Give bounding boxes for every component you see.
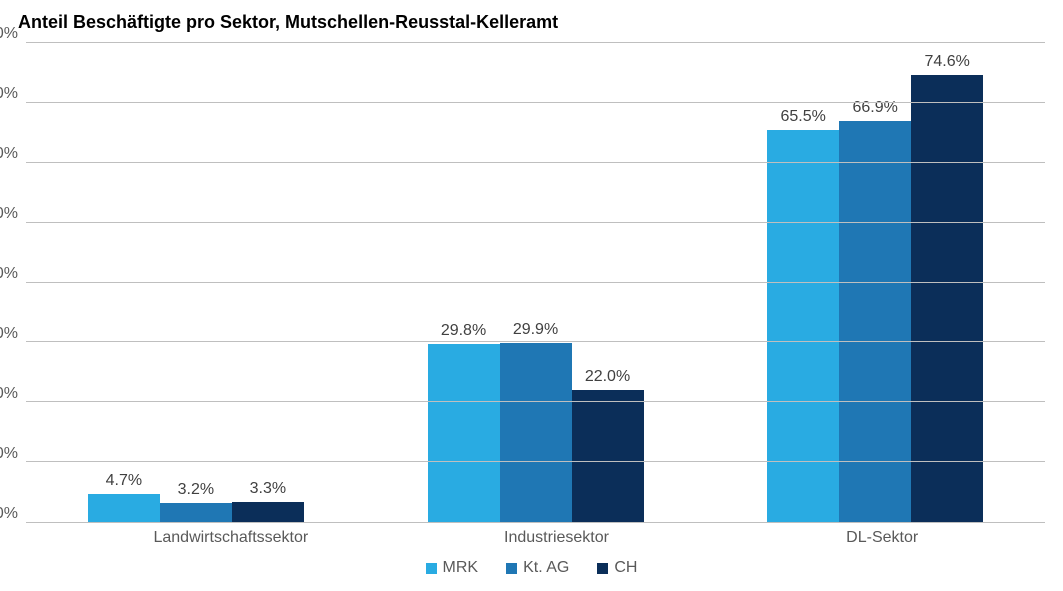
bar-group: 65.5% 66.9% 74.6% — [705, 43, 1045, 522]
grid-line — [26, 341, 1045, 342]
bar-value-label: 3.2% — [178, 481, 214, 499]
bar-value-label: 65.5% — [780, 108, 825, 126]
bar-wrap: 66.9% — [839, 43, 911, 522]
bar — [160, 503, 232, 522]
bar-value-label: 29.8% — [441, 322, 486, 340]
grid-line — [26, 222, 1045, 223]
x-axis: LandwirtschaftssektorIndustriesektorDL-S… — [68, 529, 1045, 547]
bar-value-label: 22.0% — [585, 368, 630, 386]
bar — [767, 130, 839, 522]
legend-label: MRK — [443, 559, 479, 577]
bar-wrap: 3.2% — [160, 43, 232, 522]
chart-title: Anteil Beschäftigte pro Sektor, Mutschel… — [18, 12, 1045, 33]
bar-value-label: 74.6% — [924, 53, 969, 71]
bar-wrap: 4.7% — [88, 43, 160, 522]
x-axis-label: Landwirtschaftssektor — [68, 529, 394, 547]
bar-value-label: 3.3% — [250, 480, 286, 498]
bar — [572, 390, 644, 522]
y-axis: 80%70%60%50%40%30%20%10%0% — [18, 43, 26, 523]
bar-wrap: 22.0% — [572, 43, 644, 522]
legend-swatch — [506, 563, 517, 574]
legend: MRK Kt. AG CH — [18, 559, 1045, 577]
grid-line — [26, 102, 1045, 103]
bar-groups: 4.7% 3.2% 3.3% 29.8% 29.9% 22.0% 65.5% 66.9% 74.… — [26, 43, 1045, 522]
x-axis-label: DL-Sektor — [719, 529, 1045, 547]
grid-line — [26, 42, 1045, 43]
legend-label: Kt. AG — [523, 559, 569, 577]
bar-value-label: 4.7% — [106, 472, 142, 490]
bar-wrap: 74.6% — [911, 43, 983, 522]
bar — [500, 343, 572, 522]
bar — [428, 344, 500, 522]
x-axis-label: Industriesektor — [394, 529, 720, 547]
grid-line — [26, 162, 1045, 163]
bar-wrap: 65.5% — [767, 43, 839, 522]
legend-label: CH — [614, 559, 637, 577]
bar-group: 29.8% 29.9% 22.0% — [366, 43, 706, 522]
bar-wrap: 29.9% — [500, 43, 572, 522]
bar-wrap: 29.8% — [428, 43, 500, 522]
plot-area: 4.7% 3.2% 3.3% 29.8% 29.9% 22.0% 65.5% 66.9% 74.… — [26, 43, 1045, 523]
legend-swatch — [597, 563, 608, 574]
bar-group: 4.7% 3.2% 3.3% — [26, 43, 366, 522]
bar-wrap: 3.3% — [232, 43, 304, 522]
grid-line — [26, 401, 1045, 402]
bar — [88, 494, 160, 522]
legend-item: MRK — [426, 559, 479, 577]
legend-swatch — [426, 563, 437, 574]
chart-area: 80%70%60%50%40%30%20%10%0% 4.7% 3.2% 3.3% 2… — [18, 43, 1045, 523]
grid-line — [26, 282, 1045, 283]
legend-item: CH — [597, 559, 637, 577]
bar-value-label: 29.9% — [513, 321, 558, 339]
legend-item: Kt. AG — [506, 559, 569, 577]
bar — [911, 75, 983, 522]
grid-line — [26, 461, 1045, 462]
bar — [232, 502, 304, 522]
